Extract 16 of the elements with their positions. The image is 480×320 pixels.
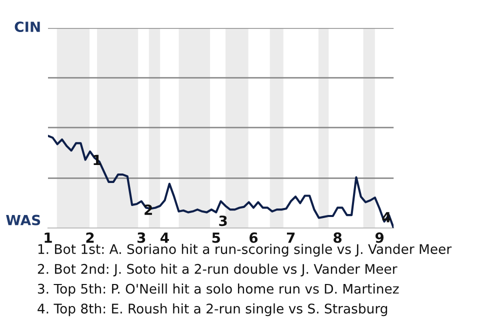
text: CIN bbox=[14, 22, 40, 32]
annotation: 3 bbox=[219, 216, 227, 226]
x-tick-label: 5 bbox=[212, 232, 220, 243]
text: 1. Bot 1st: A. Soriano hit a run-scoring single vs J. Vander Meer bbox=[38, 244, 452, 257]
x-tick-label: 4 bbox=[160, 232, 169, 243]
text: 4. Top 8th: E. Roush hit a 2-run single vs S. Strasburg bbox=[38, 303, 388, 316]
text: 3. Top 5th: P. O'Neill hit a solo home run vs D. Martinez bbox=[38, 284, 399, 296]
x-tick-label: 8 bbox=[334, 232, 342, 243]
x-tick-label: 7 bbox=[286, 232, 295, 243]
text: WAS bbox=[6, 214, 40, 226]
x-tick-label: 1 bbox=[44, 232, 52, 243]
text: 2. Bot 2nd: J. Soto hit a 2-run double vs J. Vander Meer bbox=[38, 264, 398, 276]
x-tick-label: 6 bbox=[250, 232, 258, 243]
x-tick-label: 3 bbox=[138, 232, 146, 243]
x-tick-label: 9 bbox=[375, 232, 384, 243]
x-tick-label: 2 bbox=[86, 232, 94, 243]
